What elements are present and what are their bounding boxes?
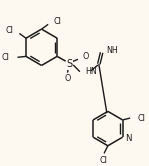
Text: Cl: Cl [138,114,146,123]
Text: O: O [83,52,89,61]
Text: Cl: Cl [2,53,10,62]
Text: Cl: Cl [99,156,107,165]
Text: S: S [66,59,73,69]
Text: O: O [64,74,71,83]
Text: Cl: Cl [6,26,14,35]
Text: HN: HN [86,67,97,76]
Text: N: N [125,134,132,143]
Text: Cl: Cl [54,17,62,26]
Text: NH: NH [106,46,118,55]
